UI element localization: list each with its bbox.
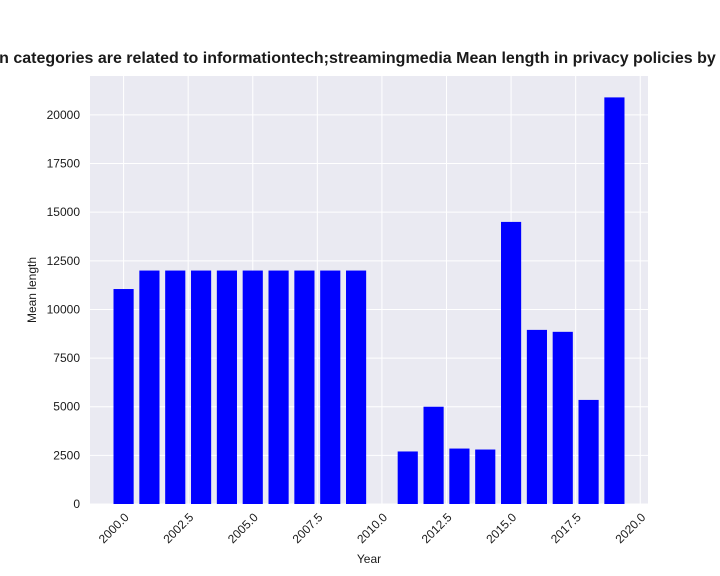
x-tick-label: 2007.5 — [290, 510, 326, 546]
bars — [113, 97, 625, 505]
y-axis-ticks: 0 2500 5000 7500 10000 12500 15000 17500 20000 — [47, 108, 81, 511]
x-tick-label: 2000.0 — [96, 510, 132, 546]
x-axis-label: Year — [357, 552, 381, 566]
bar-2011 — [397, 451, 418, 504]
y-tick-label: 0 — [73, 497, 80, 511]
bar-2014 — [475, 449, 496, 504]
bar-2006 — [268, 270, 289, 504]
x-tick-label: 2015.0 — [483, 510, 519, 546]
y-tick-label: 7500 — [53, 351, 80, 365]
y-axis-label: Mean length — [25, 257, 39, 323]
x-axis-ticks: 2000.0 2002.5 2005.0 2007.5 2010.0 2012.5 2015… — [96, 510, 649, 546]
y-tick-label: 10000 — [47, 302, 81, 316]
bar-2019 — [604, 97, 625, 505]
bar-2004 — [216, 270, 237, 504]
bar-2015 — [501, 221, 522, 504]
bar-2007 — [294, 270, 315, 504]
bar-2018 — [578, 399, 599, 504]
y-tick-label: 15000 — [47, 205, 81, 219]
x-tick-label: 2002.5 — [160, 510, 196, 546]
x-tick-label: 2017.5 — [548, 510, 584, 546]
bar-2003 — [191, 270, 212, 504]
bar-2001 — [139, 270, 160, 504]
y-tick-label: 17500 — [47, 157, 81, 171]
bar-2005 — [242, 270, 263, 504]
y-tick-label: 5000 — [53, 400, 80, 414]
bar-2008 — [320, 270, 341, 504]
bar-2009 — [346, 270, 367, 504]
y-tick-label: 2500 — [53, 448, 80, 462]
x-tick-label: 2010.0 — [354, 510, 390, 546]
bar-2013 — [449, 448, 470, 504]
chart-title: ten categories are related to informatio… — [0, 50, 720, 67]
bar-2002 — [165, 270, 186, 504]
x-tick-label: 2020.0 — [613, 510, 649, 546]
bar-2000 — [113, 289, 134, 504]
x-tick-label: 2012.5 — [419, 510, 455, 546]
y-tick-label: 12500 — [47, 254, 81, 268]
x-tick-label: 2005.0 — [225, 510, 261, 546]
bar-2016 — [526, 329, 547, 504]
bar-2017 — [552, 331, 573, 504]
y-tick-label: 20000 — [47, 108, 81, 122]
bar-2012 — [423, 406, 444, 504]
